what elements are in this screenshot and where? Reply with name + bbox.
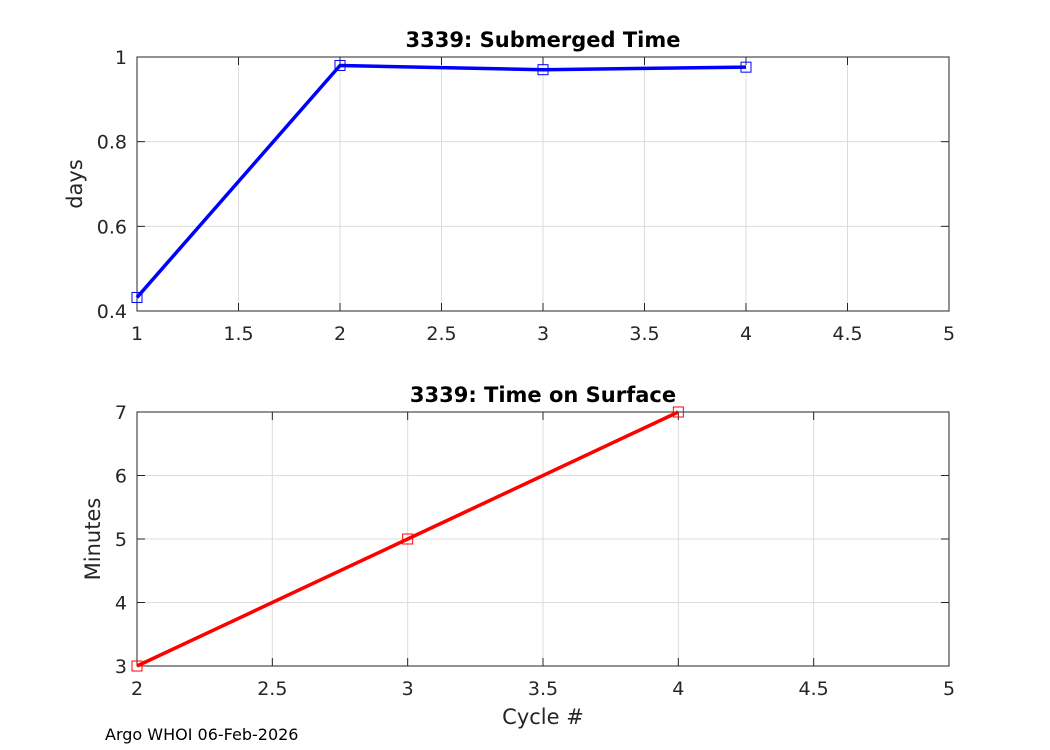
footer-note: Argo WHOI 06-Feb-2026 bbox=[105, 725, 299, 744]
chart-1-x-tick-label: 1 bbox=[131, 323, 143, 345]
chart-2-x-tick-label: 5 bbox=[943, 678, 955, 700]
chart-1-y-axis-label: days bbox=[63, 159, 87, 209]
chart-2-x-tick-label: 2 bbox=[131, 678, 143, 700]
chart-2-x-tick-label: 3 bbox=[402, 678, 414, 700]
chart-1-y-tick-label: 1 bbox=[115, 47, 127, 69]
chart-2-x-tick-label: 3.5 bbox=[528, 678, 558, 700]
chart-1-title: 3339: Submerged Time bbox=[405, 28, 680, 52]
chart-1-y-tick-label: 0.6 bbox=[97, 216, 127, 238]
chart-2-y-tick-label: 5 bbox=[115, 529, 127, 551]
chart-1-x-tick-label: 4 bbox=[740, 323, 752, 345]
chart-2-y-tick-label: 4 bbox=[115, 593, 127, 615]
chart-1-x-tick-label: 2 bbox=[334, 323, 346, 345]
chart-1: 1 1.5 2 2.5 3 3.5 4 4.5 5 0.4 0.6 0.8 1 3339: Submerg… bbox=[63, 28, 955, 345]
chart-1-x-tick-label: 3 bbox=[537, 323, 549, 345]
chart-2-x-tick-label: 2.5 bbox=[257, 678, 287, 700]
chart-1-y-tick-label: 0.8 bbox=[97, 132, 127, 154]
chart-2-title: 3339: Time on Surface bbox=[410, 383, 676, 407]
chart-2-series-1-point bbox=[672, 406, 684, 418]
chart-1-x-tick-label: 4.5 bbox=[832, 323, 862, 345]
chart-1-series-1-point bbox=[740, 61, 752, 73]
chart-1-series-1-line bbox=[135, 63, 747, 299]
chart-1-y-tick-label: 0.4 bbox=[97, 301, 127, 323]
chart-2-series-1-line bbox=[136, 410, 680, 668]
chart-2-y-tick-label: 3 bbox=[115, 656, 127, 678]
chart-1-series-1-point bbox=[537, 64, 549, 76]
chart-1-x-tick-label: 5 bbox=[943, 323, 955, 345]
chart-2-x-tick-label: 4 bbox=[672, 678, 684, 700]
chart-2-series-1-point bbox=[131, 660, 143, 672]
chart-2-series-1-point bbox=[402, 533, 414, 545]
chart-2-x-tick-label: 4.5 bbox=[799, 678, 829, 700]
chart-2-y-axis-label: Minutes bbox=[81, 498, 105, 581]
chart-1-x-tick-label: 1.5 bbox=[223, 323, 253, 345]
chart-2-y-tick-label: 7 bbox=[115, 402, 127, 424]
chart-1-series-1-point bbox=[131, 291, 143, 303]
chart-1-x-tick-label: 3.5 bbox=[629, 323, 659, 345]
chart-2: 2 2.5 3 3.5 4 4.5 5 3 4 5 6 7 3339: Time on Surface M… bbox=[81, 383, 955, 729]
chart-2-y-tick-label: 6 bbox=[115, 466, 127, 488]
chart-1-x-tick-label: 2.5 bbox=[426, 323, 456, 345]
chart-2-x-axis-label: Cycle # bbox=[502, 705, 584, 729]
chart-1-series-1-point bbox=[334, 59, 346, 71]
